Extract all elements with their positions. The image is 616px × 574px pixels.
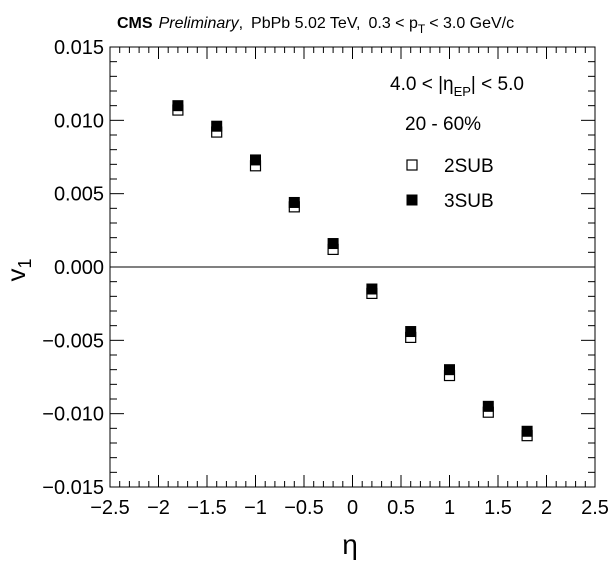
y-tick-label: 0.005 <box>54 184 104 206</box>
x-tick-label: −2 <box>147 497 170 519</box>
legend-label-3sub: 3SUB <box>444 191 494 212</box>
data-point-3sub <box>327 238 339 250</box>
data-point-3sub <box>366 283 378 295</box>
y-axis-title-sub: 1 <box>15 258 35 268</box>
data-point-3sub <box>482 400 494 412</box>
y-tick-label: 0.000 <box>54 257 104 279</box>
data-point-3sub <box>405 326 417 338</box>
y-tick-label: −0.015 <box>42 477 104 499</box>
y-tick-label: 0.015 <box>54 37 104 59</box>
legend-label-2sub: 2SUB <box>444 156 494 177</box>
eta-range-post: | < 5.0 <box>471 74 524 95</box>
eta-range-annotation: 4.0 < |ηEP| < 5.0 <box>390 74 524 99</box>
x-tick-label: 0.5 <box>387 497 415 519</box>
x-tick-label: −0.5 <box>284 497 323 519</box>
x-axis-title: η <box>342 529 358 560</box>
x-tick-label: 2 <box>541 497 552 519</box>
x-tick-label: 1 <box>444 497 455 519</box>
centrality-annotation: 20 - 60% <box>405 114 481 135</box>
legend-marker-2sub <box>406 159 418 171</box>
chart-header: CMS Preliminary, PbPb 5.02 TeV, 0.3 < pT < 3… <box>117 15 514 36</box>
data-point-3sub <box>172 100 184 112</box>
legend-marker-3sub <box>406 194 418 206</box>
pt-subscript: T <box>418 22 426 36</box>
y-tick-label: −0.010 <box>42 404 104 426</box>
series-3sub <box>172 100 533 437</box>
experiment-label: CMS <box>117 15 153 32</box>
x-tick-label: 0 <box>347 497 358 519</box>
y-axis-title: v1 <box>1 258 35 281</box>
data-point-3sub <box>211 120 223 132</box>
pt-range-upper: < 3.0 GeV/c <box>429 15 514 32</box>
data-point-3sub <box>288 196 300 208</box>
axis-ticks <box>109 46 596 488</box>
y-axis-title-main: v <box>1 269 31 282</box>
x-tick-label: 1.5 <box>484 497 512 519</box>
data-point-3sub <box>521 425 533 437</box>
x-tick-label: −1 <box>244 497 267 519</box>
x-tick-label: −2.5 <box>90 497 129 519</box>
pt-range-lower: 0.3 < p <box>368 15 417 32</box>
legend: 2SUB 3SUB <box>406 156 494 212</box>
header-comma: , <box>239 15 243 32</box>
eta-range-pre: 4.0 < |η <box>390 74 454 95</box>
status-label: Preliminary <box>159 15 240 32</box>
x-tick-label: −1.5 <box>187 497 226 519</box>
collision-system: PbPb 5.02 TeV, <box>251 15 360 32</box>
x-tick-label: 2.5 <box>581 497 609 519</box>
data-point-3sub <box>444 364 455 376</box>
y-tick-label: −0.005 <box>42 330 104 352</box>
tick-labels: −2.5 −2 −1.5 −1 −0.5 0 0.5 1 1.5 2 2.5 0.015 0.010 0.… <box>42 37 609 519</box>
data-points <box>172 100 533 442</box>
eta-range-sub: EP <box>454 84 471 99</box>
y-tick-label: 0.010 <box>54 110 104 132</box>
data-point-3sub <box>250 154 261 166</box>
